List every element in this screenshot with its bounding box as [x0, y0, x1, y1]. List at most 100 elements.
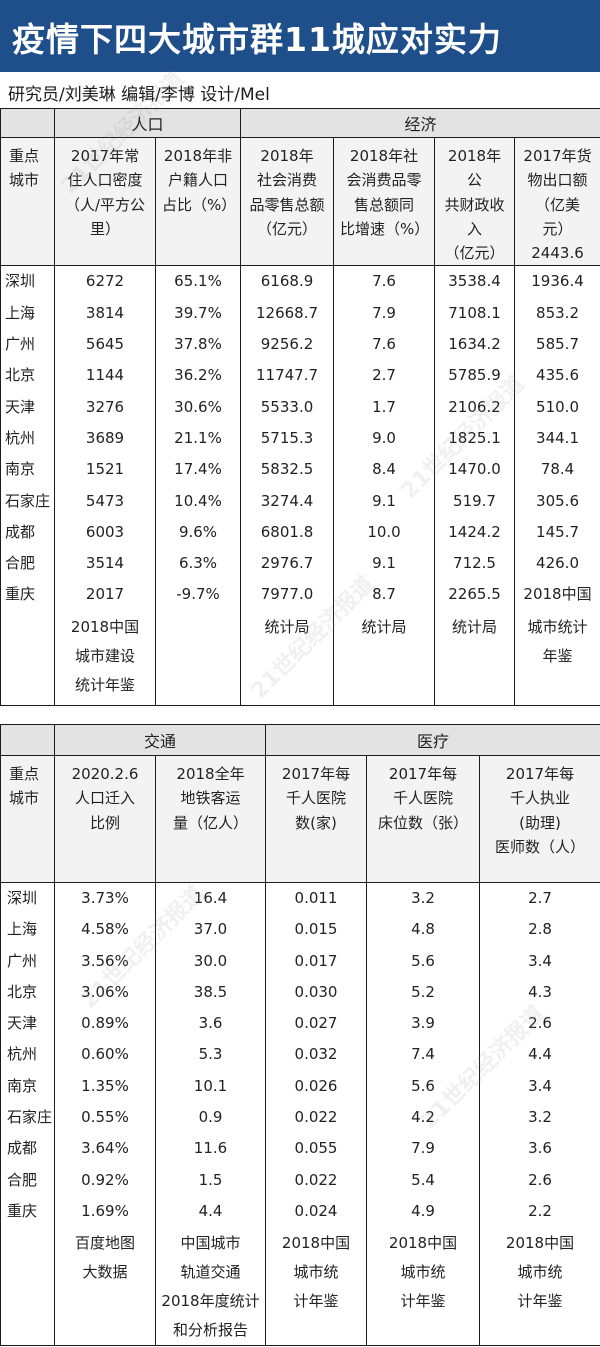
table-cell: 1.5 — [198, 1170, 223, 1189]
source-note: 百度地图 大数据 — [74, 1234, 135, 1282]
table-cell: 3.6 — [528, 1139, 552, 1158]
table-cell: 10.1 — [193, 1076, 228, 1095]
table-cell: -9.7% — [176, 585, 220, 604]
header-city: 重点 城市 — [9, 147, 40, 190]
table-cell: 0.017 — [294, 951, 338, 970]
page-title: 疫情下四大城市群11城应对实力 — [12, 20, 502, 59]
column-migration-share: 3.73% 4.58% 3.56% 3.06% 0.89% 0.60% 1.35% 0.55%… — [54, 881, 156, 1347]
column-exports: 1936.4 853.2 585.7 435.6 510.0 344.1 78.4 305.6… — [514, 265, 600, 707]
header-population-density: 2017年常 住人口密度 （人/平方公里） — [64, 147, 146, 238]
table-cell: 0.015 — [294, 920, 338, 939]
table-cell: 2.8 — [528, 920, 552, 939]
table-cell: 36.2% — [174, 366, 222, 385]
source-note: 2018中国 城市统 计年鉴 — [281, 1234, 351, 1311]
table-cell: 1521 — [85, 460, 125, 479]
table-cell: 5832.5 — [260, 460, 314, 479]
table-cell: 2265.5 — [448, 585, 501, 604]
table-cell: 6801.8 — [260, 522, 314, 541]
column-beds-per-1000: 3.2 4.8 5.6 5.2 3.9 7.4 5.6 4.2 7.9 5.4 4.9 2018中国 … — [366, 881, 481, 1347]
table-cell: 4.58% — [81, 920, 129, 939]
table-cell: 0.55% — [81, 1108, 129, 1127]
source-note: 2018中国 城市统 计年鉴 — [388, 1234, 458, 1311]
city-name: 深圳 — [7, 889, 38, 907]
table-cell: 3.2 — [528, 1108, 552, 1127]
city-name: 重庆 — [7, 1201, 38, 1220]
source-note: 2018中国 城市统 计年鉴 — [505, 1234, 575, 1311]
table-cell: 9.1 — [372, 491, 396, 510]
table-cell: 3.56% — [81, 951, 129, 970]
table-cell: 10.4% — [174, 491, 222, 510]
column-metro-ridership: 16.4 37.0 30.0 38.5 3.6 5.3 10.1 0.9 11.6 1.5 4.4 中… — [154, 881, 267, 1347]
column-retail-growth: 7.6 7.9 7.6 2.7 1.7 9.0 8.4 9.1 10.0 9.1 8.7 统计局 — [333, 265, 436, 707]
population-economy-table: 人口 经济 重点 城市 2017年常 住人口密度 （人/平方公里） 2018年非… — [0, 108, 600, 707]
table-cell: 3.2 — [411, 889, 435, 907]
table-cell: 0.027 — [294, 1014, 338, 1033]
table-cell: 5.6 — [411, 951, 435, 970]
table-cell: 1424.2 — [448, 522, 501, 541]
table-cell: 0.60% — [81, 1045, 129, 1064]
table-cell: 0.022 — [294, 1108, 338, 1127]
table2-corner — [0, 724, 55, 756]
header-hospitals-per-1000: 2017年每 千人医院 数(家) — [281, 765, 351, 832]
header-retail-sales: 2018年 社会消费 品零售总额 （亿元） — [249, 147, 325, 238]
table-cell: 2.2 — [528, 1201, 552, 1220]
table-cell: 510.0 — [536, 397, 579, 416]
table-cell: 7977.0 — [260, 585, 314, 604]
city-name: 成都 — [7, 1139, 38, 1158]
city-name: 深圳 — [5, 272, 36, 291]
table-cell: 5715.3 — [260, 428, 314, 447]
table-cell: 5.3 — [198, 1045, 223, 1064]
table-cell: 30.0 — [193, 951, 228, 970]
table-cell: 1825.1 — [448, 428, 501, 447]
table-cell: 3538.4 — [448, 272, 501, 291]
header-non-hukou-share: 2018年非 户籍人口 占比（%） — [162, 147, 237, 214]
table-cell: 65.1% — [174, 272, 222, 291]
table-cell: 1634.2 — [448, 335, 501, 354]
table-cell: 3814 — [85, 303, 125, 322]
table-cell: 3.9 — [411, 1014, 435, 1033]
table-cell: 2018中国 — [523, 585, 592, 604]
header-migration-share: 2020.2.6 人口迁入 比例 — [71, 765, 139, 832]
column-city: 深圳 上海 广州 北京 天津 杭州 南京 石家庄 成都 合肥 重庆 — [0, 265, 55, 707]
header-exports: 2017年货 物出口额 （亿美元） 2443.6 — [523, 147, 592, 263]
credits-line: 研究员/刘美琳 编辑/李博 设计/Mel — [8, 85, 270, 105]
table-cell: 39.7% — [174, 303, 222, 322]
column-population-density: 6272 3814 5645 1144 3276 3689 1521 5473 6003 3514… — [54, 265, 156, 707]
city-name: 杭州 — [5, 428, 36, 447]
table-cell: 5473 — [85, 491, 125, 510]
table-cell: 5785.9 — [448, 366, 501, 385]
table-cell: 0.9 — [198, 1108, 223, 1127]
table-cell: 8.7 — [372, 585, 396, 604]
header-fiscal-revenue: 2018年公 共财政收入 （亿元） — [444, 147, 505, 263]
city-name: 广州 — [7, 951, 38, 970]
table-cell: 37.0 — [193, 920, 228, 939]
table-cell: 1.69% — [81, 1201, 129, 1220]
table-cell: 145.7 — [536, 522, 579, 541]
table-cell: 3.4 — [528, 1076, 552, 1095]
table-cell: 0.92% — [81, 1170, 129, 1189]
table-cell: 519.7 — [453, 491, 496, 510]
table-cell: 1.35% — [81, 1076, 129, 1095]
source-note: 统计局 — [452, 617, 498, 636]
table-cell: 3.73% — [81, 889, 129, 907]
table-cell: 38.5 — [193, 982, 228, 1001]
table-cell: 12668.7 — [256, 303, 319, 322]
table-cell: 7.9 — [372, 303, 396, 322]
city-name: 天津 — [7, 1014, 38, 1033]
city-name: 合肥 — [5, 554, 36, 573]
transport-medical-table: 交通 医疗 重点 城市 2020.2.6 人口迁入 比例 2018全年 地铁客运… — [0, 724, 600, 1347]
table-cell: 9.6% — [178, 522, 218, 541]
table-cell: 6272 — [85, 272, 125, 291]
table-cell: 0.055 — [294, 1139, 338, 1158]
title-bar: 疫情下四大城市群11城应对实力 — [0, 0, 600, 72]
table-cell: 8.4 — [372, 460, 396, 479]
table-cell: 9256.2 — [260, 335, 314, 354]
column-hospitals-per-1000: 0.011 0.015 0.017 0.030 0.027 0.032 0.026 0.022… — [265, 881, 368, 1347]
table-cell: 2017 — [85, 585, 125, 604]
table-cell: 2106.2 — [448, 397, 501, 416]
table-cell: 2976.7 — [260, 554, 314, 573]
table-cell: 5645 — [85, 335, 125, 354]
city-name: 上海 — [7, 920, 38, 939]
table-cell: 3514 — [85, 554, 125, 573]
city-name: 合肥 — [7, 1170, 38, 1189]
